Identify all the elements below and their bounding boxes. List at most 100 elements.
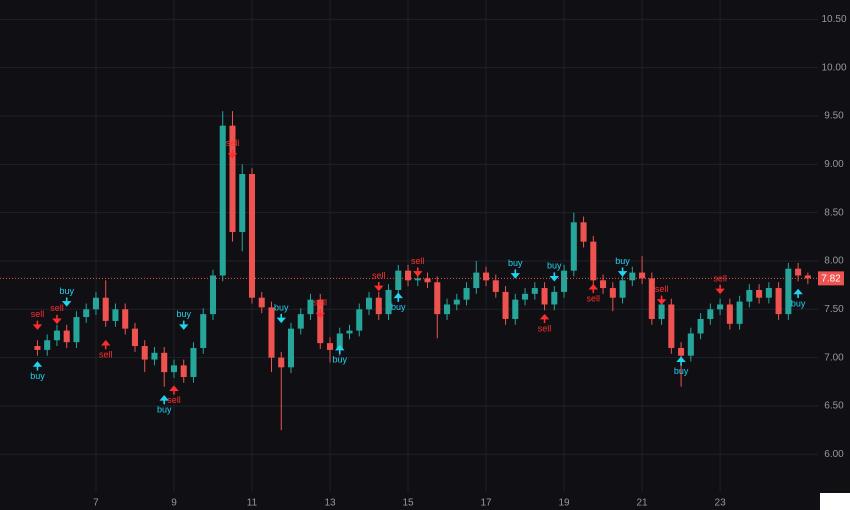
signal-label: buy bbox=[391, 302, 406, 312]
candle-body bbox=[795, 268, 802, 276]
signal-label: buy bbox=[59, 286, 74, 296]
signal-arrow bbox=[315, 309, 325, 319]
candle-body bbox=[141, 346, 148, 360]
signal-arrow bbox=[159, 395, 169, 405]
signal-label: buy bbox=[547, 261, 562, 271]
candle-body bbox=[522, 293, 529, 300]
candle-body bbox=[483, 272, 490, 281]
signal-arrow bbox=[588, 283, 599, 294]
y-tick-label: 9.00 bbox=[824, 159, 844, 170]
candle-body bbox=[551, 291, 558, 305]
signal-arrow bbox=[393, 292, 404, 302]
candle-body bbox=[317, 299, 324, 344]
candle-body bbox=[151, 352, 158, 360]
signal-arrow bbox=[656, 295, 667, 305]
candle-body bbox=[385, 289, 392, 315]
candle-body bbox=[756, 289, 763, 298]
candle-body bbox=[746, 289, 753, 302]
candle-body bbox=[697, 318, 704, 334]
y-tick-label: 9.50 bbox=[824, 111, 844, 122]
candle-body bbox=[239, 173, 246, 232]
candle-body bbox=[736, 301, 743, 324]
signal-arrow bbox=[276, 313, 286, 324]
y-tick-label: 10.50 bbox=[821, 14, 846, 25]
candle-body bbox=[512, 299, 519, 319]
signal-arrow bbox=[793, 288, 803, 298]
candle-body bbox=[365, 297, 373, 310]
candle-body bbox=[297, 314, 304, 329]
candle-body bbox=[668, 304, 675, 348]
candle-body bbox=[131, 328, 138, 347]
x-tick-label: 7 bbox=[93, 498, 99, 509]
y-tick-label: 8.00 bbox=[824, 256, 844, 267]
candle-body bbox=[102, 297, 109, 321]
y-tick-label: 7.00 bbox=[824, 352, 844, 363]
y-tick-label: 8.50 bbox=[824, 207, 844, 218]
y-tick-label: 6.50 bbox=[824, 401, 844, 412]
candle-body bbox=[53, 330, 60, 341]
candle-body bbox=[531, 288, 538, 294]
candle-body bbox=[444, 304, 451, 315]
signal-label: sell bbox=[50, 303, 64, 313]
candle-body bbox=[648, 278, 655, 319]
candle-body bbox=[561, 270, 568, 292]
y-tick-label: 6.00 bbox=[824, 449, 844, 460]
candle-body bbox=[619, 280, 626, 298]
signal-arrow bbox=[510, 269, 521, 279]
signal-arrow bbox=[32, 361, 43, 371]
signal-label: sell bbox=[411, 256, 425, 266]
signal-label: sell bbox=[226, 138, 240, 148]
candle-body bbox=[219, 125, 226, 276]
candle-body bbox=[580, 222, 587, 242]
signal-label: buy bbox=[333, 354, 348, 364]
candle-body bbox=[170, 365, 177, 373]
candle-body bbox=[492, 280, 499, 292]
signal-arrow bbox=[413, 267, 423, 277]
candle-body bbox=[434, 282, 441, 315]
signal-label: sell bbox=[655, 284, 669, 294]
signal-arrow bbox=[549, 272, 560, 282]
x-tick-label: 23 bbox=[715, 498, 727, 509]
candle-body bbox=[336, 333, 343, 350]
candle-body bbox=[229, 125, 236, 232]
signal-label: buy bbox=[615, 256, 630, 266]
signal-label: sell bbox=[587, 294, 601, 304]
y-tick-label: 10.00 bbox=[821, 62, 846, 73]
signal-arrow bbox=[374, 281, 384, 292]
signal-label: buy bbox=[157, 405, 172, 415]
signal-arrow bbox=[178, 320, 189, 330]
candle-body bbox=[200, 314, 207, 348]
signal-arrow bbox=[169, 385, 179, 395]
candle-body bbox=[541, 288, 548, 305]
candle-body bbox=[473, 272, 480, 289]
signal-arrow bbox=[32, 320, 43, 330]
candle-body bbox=[34, 346, 41, 350]
candle-body bbox=[717, 304, 724, 310]
candle-body bbox=[258, 297, 265, 308]
last-price-box bbox=[818, 271, 844, 286]
candle-body bbox=[375, 297, 382, 315]
candle-body bbox=[112, 309, 119, 321]
signal-label: sell bbox=[313, 297, 327, 307]
signal-arrow bbox=[617, 267, 628, 277]
signal-label: buy bbox=[30, 371, 45, 381]
signal-label: sell bbox=[167, 395, 181, 405]
x-tick-label: 19 bbox=[558, 498, 570, 509]
signal-arrow bbox=[335, 344, 345, 355]
signal-label: buy bbox=[674, 366, 689, 376]
signal-label: buy bbox=[791, 298, 806, 308]
x-tick-label: 21 bbox=[637, 498, 649, 509]
signal-label: sell bbox=[538, 323, 552, 333]
signal-arrow bbox=[676, 356, 686, 366]
signal-label: sell bbox=[372, 270, 386, 280]
candle-body bbox=[356, 309, 363, 331]
x-tick-label: 11 bbox=[247, 498, 258, 509]
candle-body bbox=[463, 288, 470, 300]
candle-body bbox=[278, 357, 285, 368]
candle-body bbox=[268, 307, 275, 358]
signal-arrow bbox=[227, 149, 238, 159]
last-price-label: 7.82 bbox=[821, 274, 841, 285]
candle-body bbox=[414, 278, 421, 281]
candle-body bbox=[609, 288, 616, 298]
